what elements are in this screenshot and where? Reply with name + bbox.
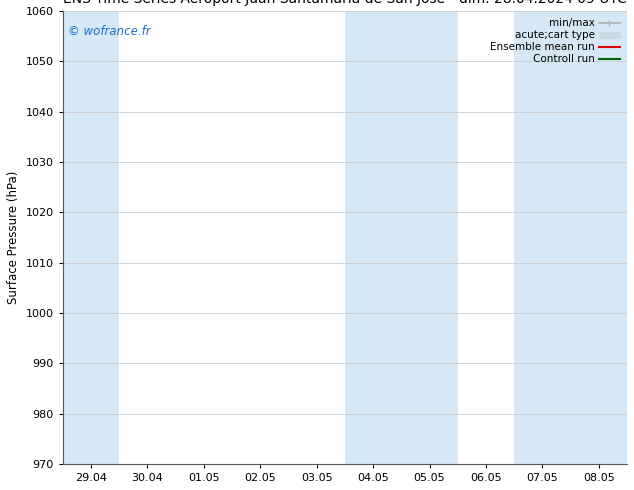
Legend: min/max, acute;cart type, Ensemble mean run, Controll run: min/max, acute;cart type, Ensemble mean … [488,16,622,67]
Text: ENS Time Series Aéroport Juan Santamaría de San José: ENS Time Series Aéroport Juan Santamaría… [63,0,445,6]
Bar [345,11,458,464]
Text: © wofrance.fr: © wofrance.fr [68,24,151,38]
Bar [514,11,627,464]
Y-axis label: Surface Pressure (hPa): Surface Pressure (hPa) [7,171,20,304]
Bar [63,11,119,464]
Text: dim. 28.04.2024 09 UTC: dim. 28.04.2024 09 UTC [459,0,627,6]
